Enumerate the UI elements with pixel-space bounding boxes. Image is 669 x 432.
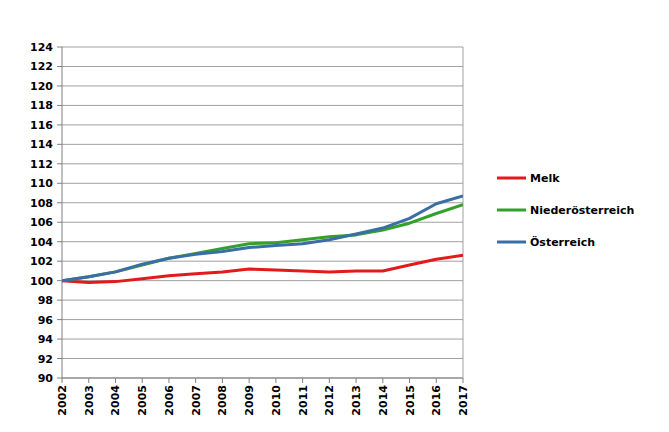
y-tick-label: 104 [30, 236, 53, 249]
x-tick-label: 2007 [190, 385, 203, 416]
x-tick [356, 378, 357, 383]
grid-line [62, 163, 463, 164]
y-tick-label: 102 [30, 255, 53, 268]
x-tick [329, 378, 330, 383]
grid-line [62, 183, 463, 184]
grid-line [62, 261, 463, 262]
y-tick-label: 92 [38, 353, 53, 366]
y-tick-label: 100 [30, 275, 53, 288]
x-tick-label: 2015 [404, 385, 417, 416]
y-tick-label: 114 [30, 138, 53, 151]
x-tick [88, 378, 89, 383]
legend-swatch [497, 177, 526, 180]
x-tick [249, 378, 250, 383]
x-axis [62, 378, 463, 379]
grid-line [62, 85, 463, 86]
y-tick-label: 106 [30, 216, 53, 229]
y-axis [62, 47, 63, 378]
y-tick [57, 47, 62, 48]
x-tick-label: 2011 [297, 385, 310, 416]
y-tick-label: 116 [30, 119, 53, 132]
y-tick [57, 339, 62, 340]
y-tick-label: 90 [38, 372, 54, 385]
legend-label: Niederösterreich [530, 204, 634, 217]
y-tick [57, 261, 62, 262]
grid-line [62, 124, 463, 125]
x-tick [62, 378, 63, 383]
y-tick [57, 202, 62, 203]
plot-area [62, 196, 463, 283]
x-tick [142, 378, 143, 383]
x-tick [115, 378, 116, 383]
y-tick-label: 122 [30, 60, 53, 73]
x-tick [302, 378, 303, 383]
y-tick-label: 98 [38, 294, 53, 307]
x-tick [409, 378, 410, 383]
x-tick-label: 2003 [83, 385, 96, 416]
x-tick-label: 2014 [377, 385, 390, 416]
y-tick [57, 280, 62, 281]
legend-label: Melk [530, 172, 560, 185]
x-tick [436, 378, 437, 383]
x-tick-label: 2010 [270, 385, 283, 416]
y-tick [57, 319, 62, 320]
y-tick-label: 108 [30, 197, 53, 210]
y-tick-label: 96 [38, 314, 54, 327]
y-tick [57, 85, 62, 86]
x-tick-label: 2009 [243, 385, 256, 416]
y-tick [57, 222, 62, 223]
grid-line [62, 105, 463, 106]
grid-line [62, 202, 463, 203]
y-tick-label: 112 [30, 158, 53, 171]
grid-line [62, 144, 463, 145]
y-tick [57, 163, 62, 164]
legend-label: Österreich [530, 235, 595, 249]
x-tick-label: 2002 [56, 385, 69, 416]
y-tick [57, 358, 62, 359]
x-tick [168, 378, 169, 383]
x-tick-label: 2006 [163, 385, 176, 416]
y-tick-label: 110 [30, 177, 53, 190]
x-tick-label: 2008 [216, 385, 229, 416]
y-tick-label: 94 [38, 333, 54, 346]
x-tick-label: 2004 [109, 385, 122, 416]
y-tick [57, 144, 62, 145]
x-tick-label: 2016 [430, 385, 443, 416]
y-tick [57, 241, 62, 242]
x-tick [463, 378, 464, 383]
y-tick [57, 124, 62, 125]
chart-container: 90 92 94 96 98 100 102 104 106 108 110 112 114 116 118… [0, 0, 669, 432]
y-tick [57, 105, 62, 106]
grid-line [62, 47, 463, 48]
y-tick [57, 66, 62, 67]
grid-line [62, 358, 463, 359]
x-tick [382, 378, 383, 383]
y-tick [57, 183, 62, 184]
legend-swatch [497, 241, 526, 244]
x-tick-label: 2005 [136, 385, 149, 416]
x-tick-label: 2013 [350, 385, 363, 416]
x-tick-label: 2012 [323, 385, 336, 416]
x-tick [222, 378, 223, 383]
grid-line [62, 378, 463, 379]
legend-swatch [497, 209, 526, 212]
legend: Melk Niederösterreich Österreich [497, 172, 634, 249]
series-line [62, 196, 463, 281]
grid-line [62, 319, 463, 320]
y-tick-label: 120 [30, 80, 53, 93]
y-tick-label: 124 [30, 41, 53, 54]
grid-line [62, 339, 463, 340]
y-tick [57, 378, 62, 379]
plot-frame [463, 47, 464, 378]
grid-line [62, 66, 463, 67]
x-tick-label: 2017 [457, 385, 470, 416]
y-tick-label: 118 [30, 99, 53, 112]
y-tick [57, 300, 62, 301]
x-tick [195, 378, 196, 383]
chart: 90 92 94 96 98 100 102 104 106 108 110 112 114 116 118… [0, 0, 669, 432]
x-tick [275, 378, 276, 383]
grid-line [62, 300, 463, 301]
